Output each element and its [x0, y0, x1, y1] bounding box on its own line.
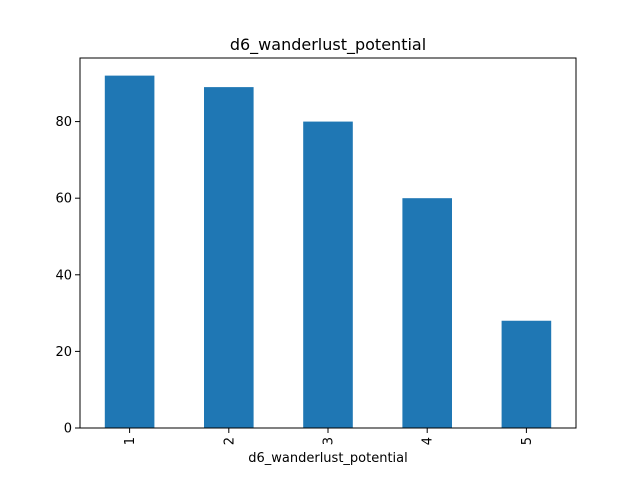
bar-3: [303, 121, 353, 428]
axes-layer: 0 20 40 60 80 1 2 3 4 5: [55, 57, 577, 445]
y-tick-label-60: 60: [55, 192, 72, 207]
x-tick-label-3: 3: [322, 437, 337, 445]
bar-2: [204, 87, 254, 429]
bar-4: [402, 198, 452, 428]
x-axis-title: d6_wanderlust_potential: [248, 451, 408, 466]
x-tick-label-4: 4: [421, 437, 436, 445]
y-tick-label-80: 80: [55, 115, 72, 130]
x-tick-label-2: 2: [222, 437, 237, 445]
chart-title: d6_wanderlust_potential: [230, 35, 426, 55]
y-tick-label-20: 20: [55, 345, 72, 360]
bar-1: [104, 75, 155, 429]
bars-layer: [104, 75, 552, 429]
y-tick-label-40: 40: [55, 268, 72, 283]
x-tick-label-5: 5: [520, 437, 535, 445]
y-tick-label-0: 0: [64, 422, 72, 437]
x-tick-label-1: 1: [123, 437, 138, 445]
bar-5: [501, 320, 552, 428]
